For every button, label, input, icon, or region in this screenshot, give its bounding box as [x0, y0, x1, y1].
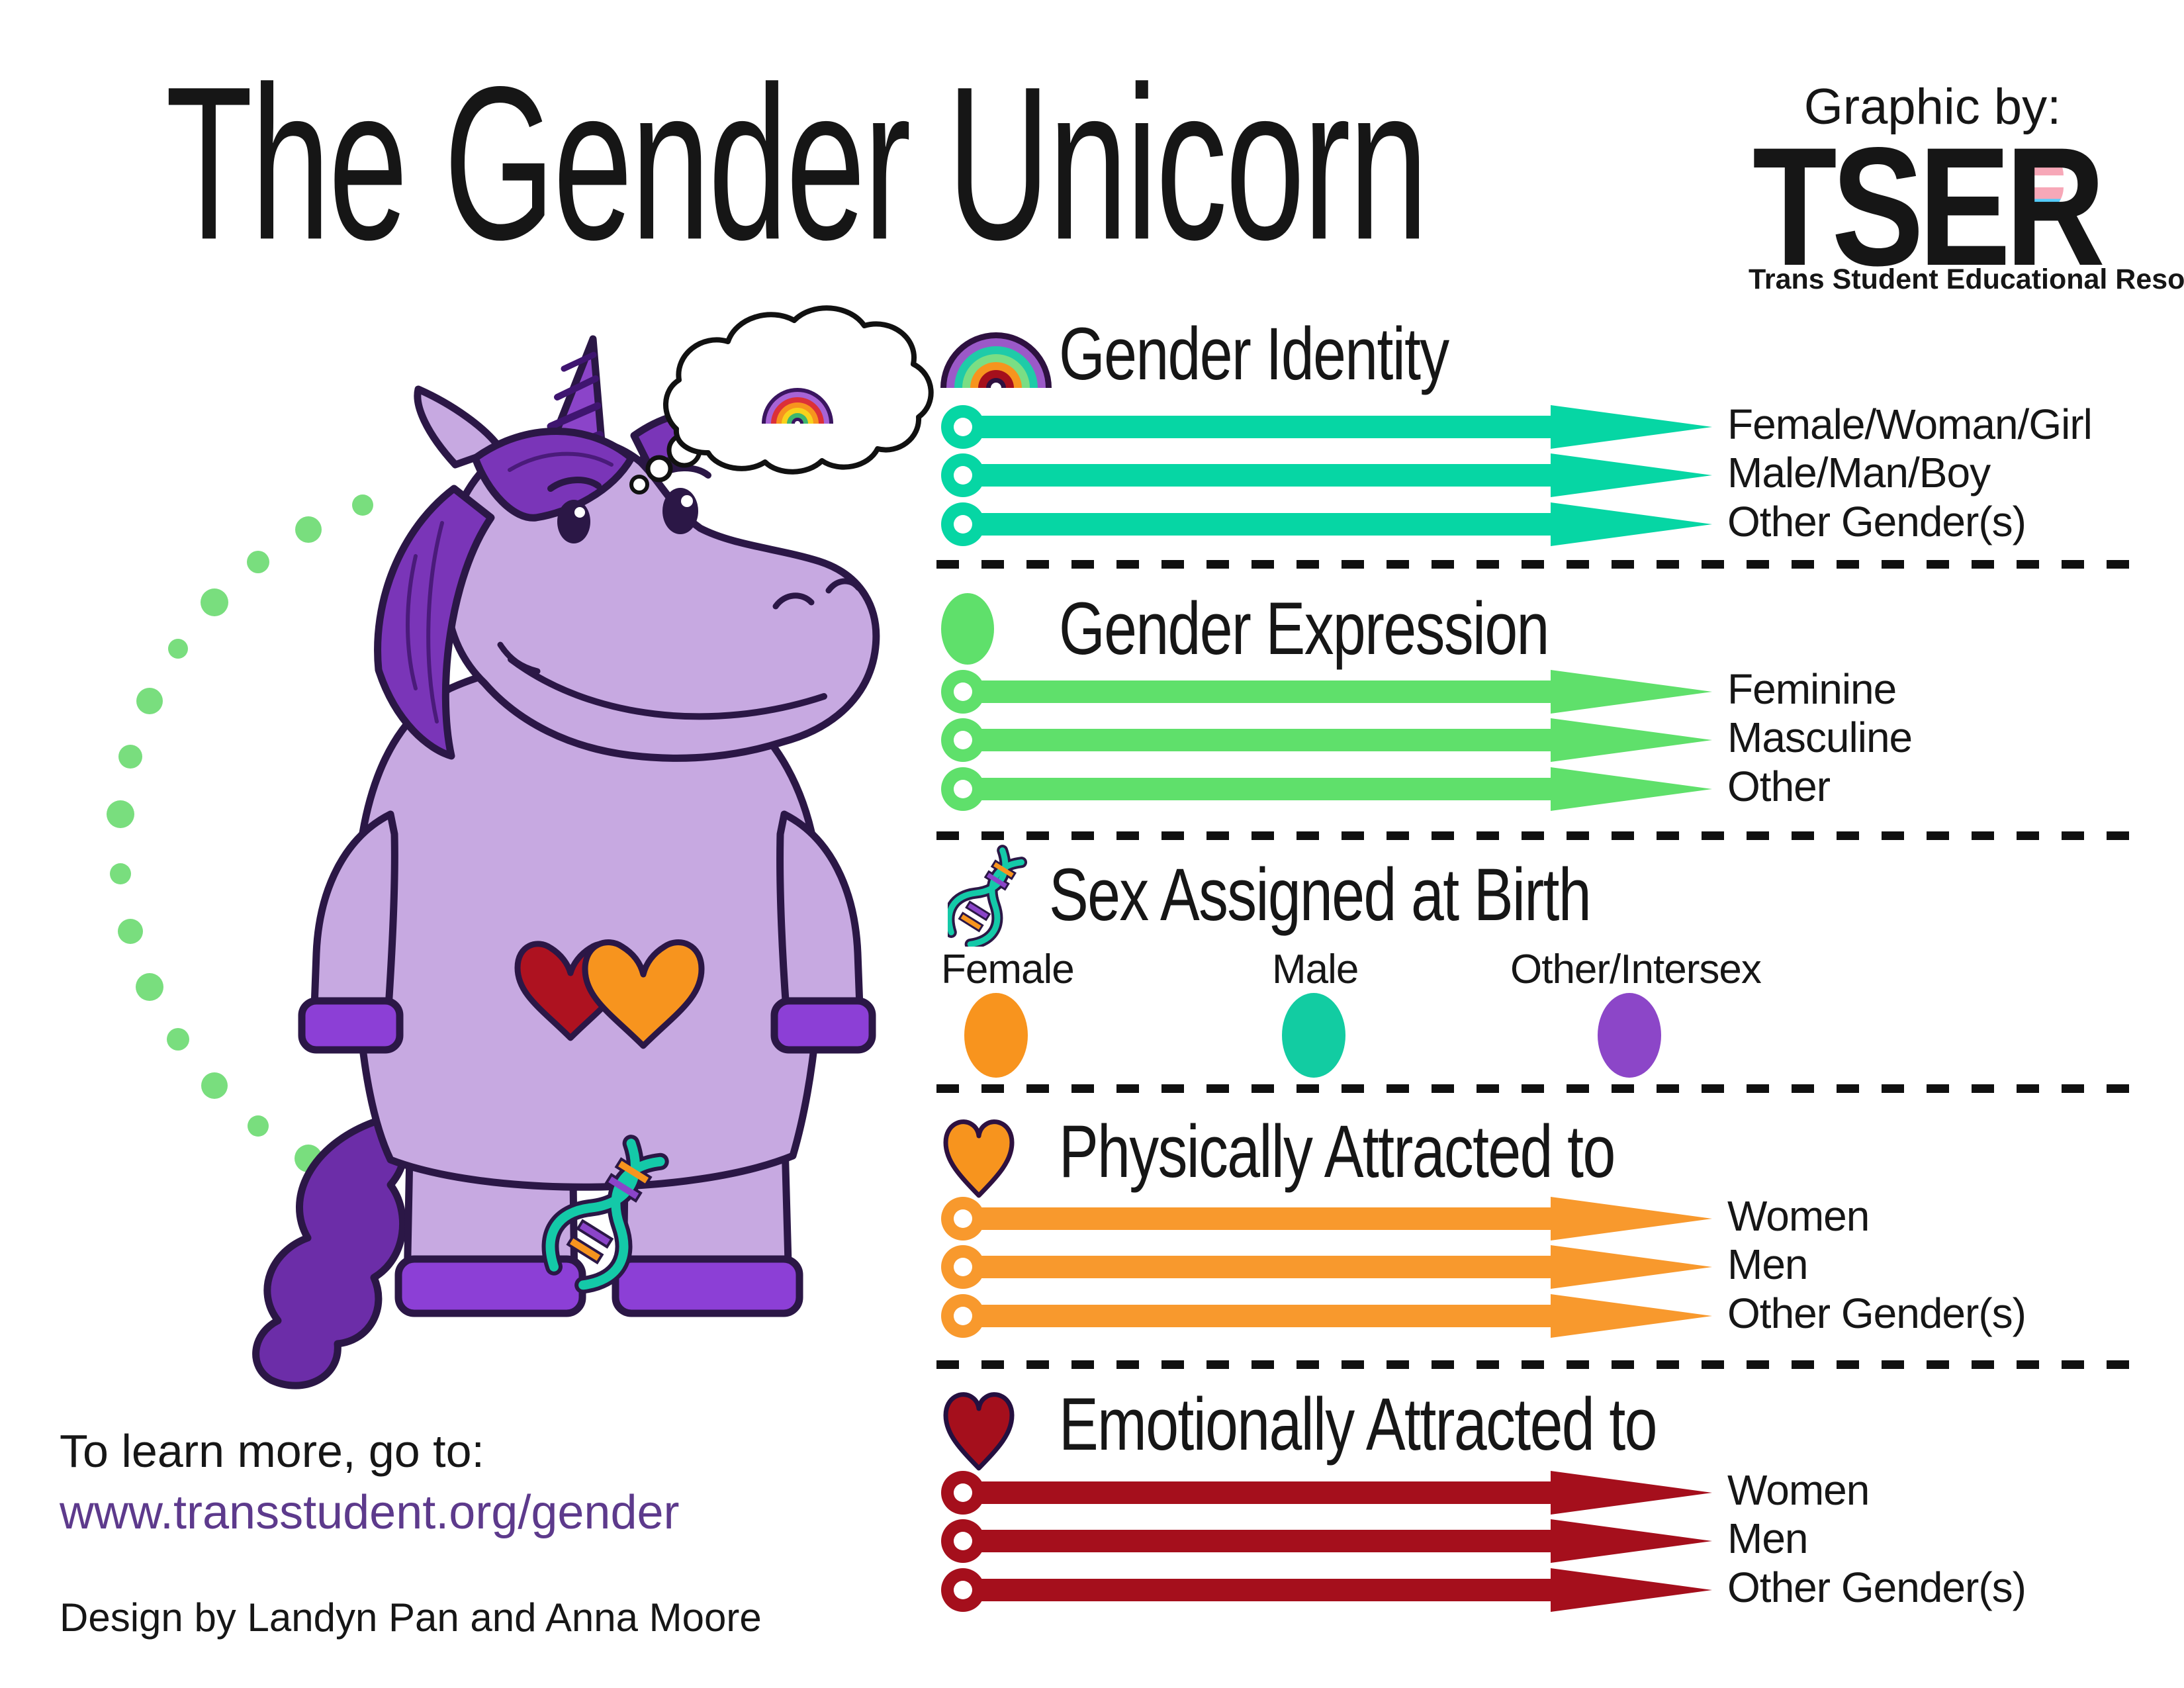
dashed-separator — [936, 1360, 2131, 1369]
green-dot-icon — [941, 593, 994, 665]
identity-label-male: Male/Man/Boy — [1727, 449, 1991, 496]
section-heading-sex-assigned: Sex Assigned at Birth — [1049, 853, 1592, 936]
physical-label-other: Other Gender(s) — [1727, 1289, 2026, 1337]
learn-more-label: To learn more, go to: — [60, 1425, 484, 1477]
dna-tattoo — [541, 1135, 669, 1294]
sex-dot-other-intersex — [1598, 993, 1661, 1078]
sex-label-female: Female — [941, 947, 1075, 992]
physical-label-women: Women — [1727, 1192, 1870, 1240]
unicorn-nostril — [825, 578, 862, 594]
website-link[interactable]: www.transstudent.org/gender — [60, 1486, 680, 1539]
unicorn-cuff — [770, 997, 876, 1054]
unicorn-eye-right — [662, 488, 698, 534]
arrow-gender-identity-2 — [941, 453, 1712, 497]
expression-label-masculine: Masculine — [1727, 714, 1913, 761]
unicorn-eye-left — [557, 500, 590, 543]
unicorn-mane-side — [374, 485, 495, 760]
expression-label-other: Other — [1727, 763, 1831, 810]
page-title: The Gender Unicorn — [165, 40, 1428, 285]
chest-heart-orange — [582, 939, 705, 1049]
unicorn-smile — [508, 656, 827, 720]
arrow-emotional-2 — [941, 1519, 1712, 1563]
emotional-label-men: Men — [1727, 1515, 1808, 1562]
graphic-by-label: Graphic by: — [1803, 79, 2062, 135]
unicorn-illustration — [107, 305, 934, 1389]
green-dot-arc — [107, 494, 375, 1195]
unicorn-arm-left — [310, 810, 398, 1031]
arrow-emotional-1 — [941, 1471, 1712, 1515]
unicorn-tail — [252, 1115, 408, 1389]
arrow-physical-3 — [941, 1294, 1712, 1338]
unicorn-nostril — [772, 592, 815, 610]
arrow-emotional-3 — [941, 1568, 1712, 1612]
physical-label-men: Men — [1727, 1241, 1808, 1288]
emotional-label-women: Women — [1727, 1466, 1870, 1514]
expression-label-feminine: Feminine — [1727, 665, 1897, 713]
section-heading-physically-attracted: Physically Attracted to — [1059, 1110, 1615, 1193]
unicorn-ear-left — [414, 385, 504, 469]
orange-heart-icon — [943, 1119, 1015, 1198]
sex-label-male: Male — [1272, 947, 1359, 992]
dashed-separator — [936, 831, 2131, 840]
rainbow-thought-icon — [762, 388, 833, 424]
section-heading-gender-identity: Gender Identity — [1059, 312, 1449, 395]
dashed-separator — [936, 560, 2131, 569]
tser-flag-icon — [2015, 152, 2064, 211]
arrow-physical-2 — [941, 1245, 1712, 1289]
sex-dot-male — [1282, 993, 1345, 1078]
thought-bubble — [629, 305, 934, 494]
unicorn-cuff — [298, 997, 404, 1054]
arrow-gender-identity-3 — [941, 502, 1712, 546]
design-credit: Design by Landyn Pan and Anna Moore — [60, 1595, 762, 1640]
sex-label-other-intersex: Other/Intersex — [1510, 947, 1762, 992]
section-heading-emotionally-attracted: Emotionally Attracted to — [1059, 1383, 1657, 1466]
tser-logo: TSER — [1752, 113, 2105, 301]
red-heart-icon — [943, 1392, 1015, 1471]
sex-dot-female — [964, 993, 1028, 1078]
unicorn — [252, 335, 880, 1389]
unicorn-arm-right — [776, 810, 864, 1031]
arrow-gender-expression-1 — [941, 670, 1712, 714]
arrow-gender-identity-1 — [941, 405, 1712, 449]
emotional-label-other: Other Gender(s) — [1727, 1564, 2026, 1611]
identity-label-female: Female/Woman/Girl — [1727, 400, 2093, 448]
arrow-gender-expression-2 — [941, 718, 1712, 762]
unicorn-cuff — [612, 1255, 803, 1317]
arrow-gender-expression-3 — [941, 767, 1712, 811]
section-heading-gender-expression: Gender Expression — [1059, 587, 1549, 670]
rainbow-icon — [940, 332, 1052, 388]
tser-org-name: Trans Student Educational Resources — [1749, 263, 2184, 295]
identity-label-other: Other Gender(s) — [1727, 498, 2026, 545]
dashed-separator — [936, 1084, 2131, 1093]
arrow-physical-1 — [941, 1197, 1712, 1241]
dna-icon — [948, 845, 1027, 947]
unicorn-mane-bangs — [471, 428, 635, 522]
